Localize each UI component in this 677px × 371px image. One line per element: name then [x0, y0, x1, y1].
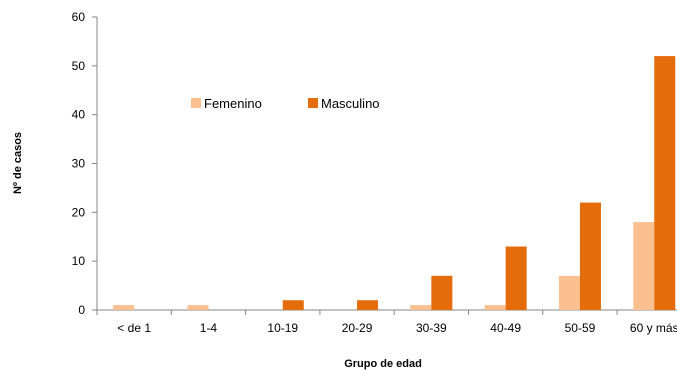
x-tick-label: 30-39	[416, 321, 447, 335]
x-tick-label: 50-59	[565, 321, 596, 335]
y-axis-title: Nº de casos	[12, 132, 24, 194]
legend-label-masculino: Masculino	[321, 96, 380, 111]
y-tick-label: 0	[78, 303, 85, 317]
legend-swatch-masculino	[308, 98, 318, 108]
y-tick-label: 50	[72, 59, 86, 73]
bar-femenino-6	[558, 275, 580, 310]
x-tick-label: 20-29	[342, 321, 373, 335]
bar-femenino-5	[484, 305, 506, 310]
legend: Femenino Masculino	[191, 96, 380, 111]
x-tick-label: 60 y más	[630, 321, 677, 335]
bar-femenino-7	[633, 222, 655, 310]
legend-label-femenino: Femenino	[204, 96, 262, 111]
bar-masculino-2	[282, 300, 304, 310]
bar-femenino-1	[187, 305, 209, 310]
x-tick-label: < de 1	[117, 321, 151, 335]
bar-masculino-5	[505, 246, 527, 310]
bar-femenino-4	[410, 305, 432, 310]
bar-masculino-7	[654, 56, 676, 310]
x-axis-title: Grupo de edad	[344, 358, 422, 370]
y-tick-label: 30	[72, 157, 86, 171]
y-axis: 0 10 20 30 40 50 60	[72, 10, 98, 317]
x-tick-label: 10-19	[267, 321, 298, 335]
bar-masculino-6	[579, 202, 601, 310]
x-axis: < de 1 1-4 10-19 20-29 30-39 40-49 50-59 60 y m…	[96, 309, 677, 335]
x-tick-label: 40-49	[490, 321, 521, 335]
x-tick-label: 1-4	[200, 321, 218, 335]
y-tick-label: 60	[72, 10, 86, 24]
y-tick-label: 20	[72, 205, 86, 219]
bar-masculino-4	[431, 275, 453, 310]
legend-swatch-femenino	[191, 98, 201, 108]
bar-masculino-3	[357, 300, 379, 310]
bars	[113, 56, 676, 310]
y-tick-label: 10	[72, 254, 86, 268]
bar-femenino-0	[113, 305, 135, 310]
y-tick-label: 40	[72, 108, 86, 122]
